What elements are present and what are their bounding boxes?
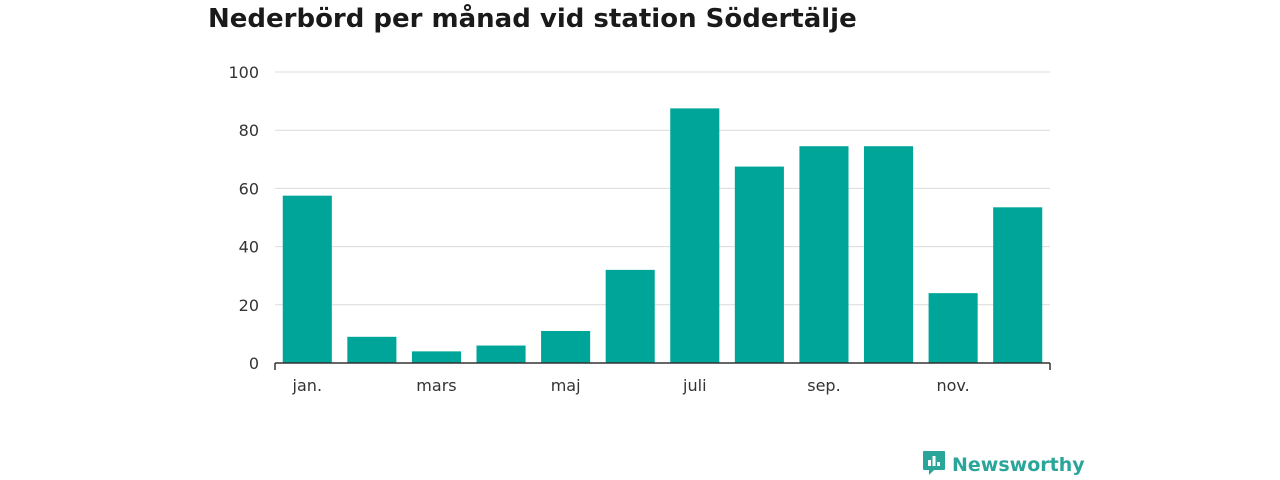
bars bbox=[282, 108, 1043, 363]
newsworthy-brand: Newsworthy bbox=[922, 450, 1085, 480]
x-tick-label-jan: jan. bbox=[292, 376, 322, 395]
bar-feb bbox=[347, 336, 397, 363]
x-tick-label-mars: mars bbox=[416, 376, 456, 395]
bar-jan bbox=[282, 195, 332, 363]
bar-nov bbox=[928, 293, 978, 363]
x-tick-label-nov: nov. bbox=[937, 376, 970, 395]
y-tick-label-0: 0 bbox=[249, 354, 259, 373]
x-tick-label-sep: sep. bbox=[807, 376, 840, 395]
y-axis-ticks: 0 20 40 60 80 100 bbox=[228, 63, 259, 373]
y-tick-label-100: 100 bbox=[228, 63, 259, 82]
y-tick-label-40: 40 bbox=[239, 238, 259, 257]
bar-mars bbox=[411, 351, 461, 363]
gridlines bbox=[275, 71, 1050, 306]
bar-chart: 0 20 40 60 80 100 jan. mars maj juli sep. nov. bbox=[228, 63, 1051, 395]
bar-maj bbox=[541, 330, 591, 363]
bar-juli bbox=[670, 108, 720, 363]
x-tick-label-maj: maj bbox=[551, 376, 581, 395]
x-axis-ticks: jan. mars maj juli sep. nov. bbox=[292, 376, 970, 395]
brand-name: Newsworthy bbox=[952, 454, 1085, 476]
y-tick-label-20: 20 bbox=[239, 296, 259, 315]
y-tick-label-60: 60 bbox=[239, 179, 259, 198]
bar-apr bbox=[476, 345, 526, 363]
bar-aug bbox=[734, 166, 784, 363]
bar-juni bbox=[605, 269, 655, 363]
chart-title: Nederbörd per månad vid station Södertäl… bbox=[208, 4, 857, 34]
bar-dec bbox=[993, 207, 1043, 363]
x-tick-label-juli: juli bbox=[682, 376, 706, 395]
newsworthy-logo-icon bbox=[922, 450, 946, 480]
bar-sep bbox=[799, 146, 849, 363]
bar-okt bbox=[864, 146, 914, 363]
x-axis bbox=[274, 362, 1051, 370]
y-tick-label-80: 80 bbox=[239, 121, 259, 140]
